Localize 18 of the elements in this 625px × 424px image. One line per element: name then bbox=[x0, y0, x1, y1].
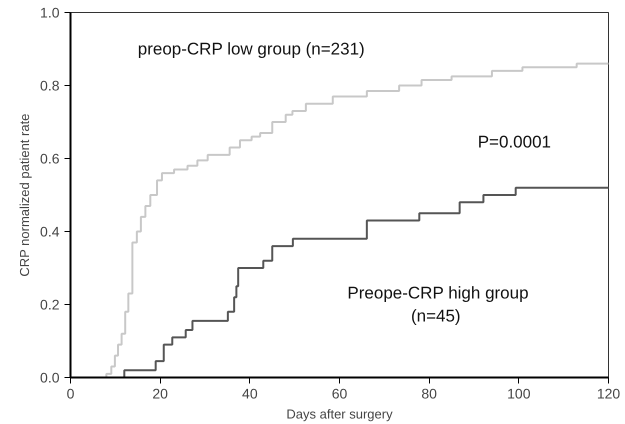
x-tick-label: 40 bbox=[242, 386, 258, 402]
x-tick-label: 60 bbox=[332, 386, 348, 402]
x-tick-label: 80 bbox=[421, 386, 438, 402]
y-tick-label: 0.4 bbox=[40, 224, 60, 240]
x-tick-label: 0 bbox=[66, 386, 75, 402]
x-tick-label: 100 bbox=[507, 386, 531, 402]
y-tick-label: 0.8 bbox=[40, 78, 60, 94]
y-tick-label: 0.6 bbox=[40, 150, 60, 166]
series-label: preop-CRP low group (n=231) bbox=[138, 40, 365, 58]
y-tick-label: 0.2 bbox=[40, 296, 60, 312]
x-axis-title: Days after surgery bbox=[286, 406, 394, 422]
y-tick-label: 1.0 bbox=[40, 4, 60, 20]
y-tick-label: 0.0 bbox=[40, 370, 60, 386]
y-axis-title: CRP normalized patient rate bbox=[17, 114, 32, 277]
x-tick-label: 120 bbox=[596, 386, 620, 402]
x-tick-label: 20 bbox=[152, 386, 168, 402]
annotation: P=0.0001 bbox=[478, 132, 551, 152]
text: Preope-CRP high group (n=45) bbox=[347, 284, 529, 326]
